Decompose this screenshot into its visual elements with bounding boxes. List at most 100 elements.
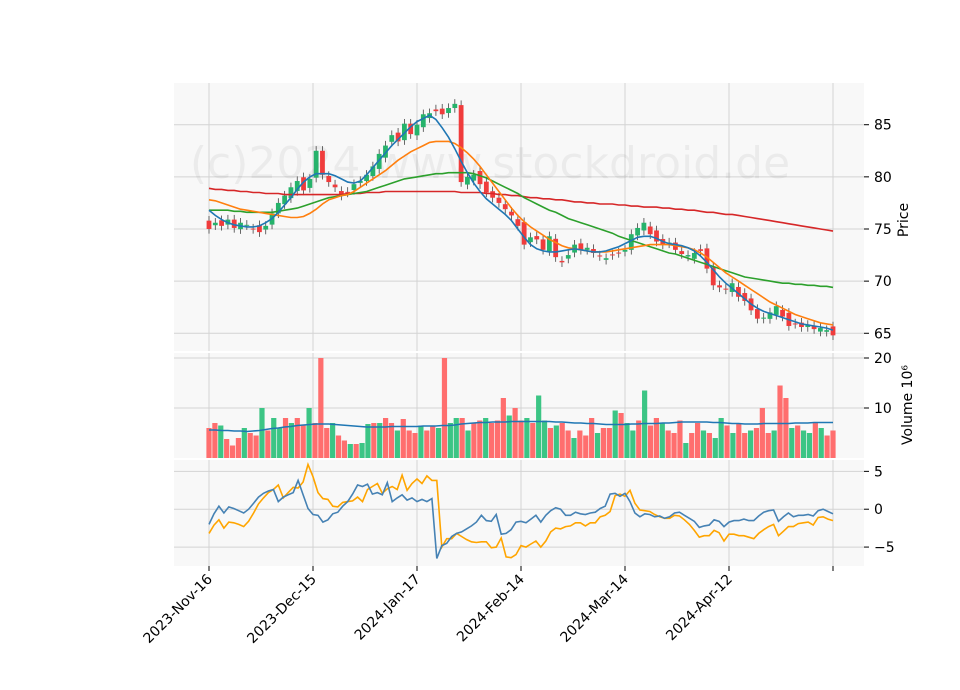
volume-bar <box>665 430 671 458</box>
volume-bar <box>324 428 330 458</box>
candle-body <box>559 260 565 263</box>
candle-body <box>496 197 502 203</box>
volume-bar <box>441 358 448 458</box>
candle-body <box>710 267 716 286</box>
candle-body <box>591 249 596 253</box>
candle-body <box>383 145 388 158</box>
candle-body <box>805 324 811 328</box>
volume-bar <box>471 423 477 458</box>
candle-body <box>773 306 779 315</box>
candle-body <box>685 255 691 257</box>
candle-body <box>263 225 269 230</box>
candle-body <box>754 309 760 319</box>
volume-tick-label: 20 <box>874 351 892 367</box>
volume-bar <box>435 428 442 458</box>
candle-body <box>761 317 767 319</box>
volume-bar <box>612 410 618 458</box>
candle-body <box>515 219 521 226</box>
volume-bar <box>271 418 277 458</box>
volume-bar <box>783 398 789 458</box>
volume-bar <box>247 433 253 458</box>
candle-body <box>307 178 313 188</box>
candle-body <box>219 220 225 226</box>
volume-bar <box>330 423 336 458</box>
volume-average-line <box>209 420 833 433</box>
volume-bar <box>830 430 836 458</box>
volume-bar <box>659 423 665 458</box>
candle-body <box>603 258 609 260</box>
candle-body <box>616 252 622 254</box>
volume-tick-label: 10 <box>874 401 892 417</box>
volume-bar <box>259 408 265 458</box>
volume-bar <box>288 423 295 458</box>
volume-bar <box>512 408 518 458</box>
price-tick-label: 70 <box>874 274 892 290</box>
volume-bar <box>671 433 677 458</box>
ma-short-line <box>208 114 834 331</box>
candle-body <box>780 309 785 317</box>
volume-bar <box>300 425 306 458</box>
volume-bar <box>795 425 801 458</box>
candle-body <box>370 166 376 177</box>
volume-bar <box>806 433 813 458</box>
volume-bar <box>630 430 636 458</box>
y-axes: 65 70 75 80 85 10 20 −5 0 5 <box>864 118 895 556</box>
volume-bar <box>647 425 654 458</box>
volume-bar <box>683 443 689 458</box>
candle-body <box>433 109 439 112</box>
volume-bar <box>606 428 612 458</box>
candle-body <box>565 255 571 259</box>
volume-bar <box>765 433 771 458</box>
candle-body <box>490 191 496 198</box>
macd-signal-line <box>208 462 834 559</box>
volume-bar <box>677 420 683 458</box>
candle-body <box>338 191 344 196</box>
volume-bar <box>624 423 630 458</box>
candle-body <box>691 252 697 259</box>
macd-tick-label: −5 <box>874 540 895 556</box>
candle-body <box>830 326 836 336</box>
x-tick-label: 2024-Apr-12 <box>663 572 736 645</box>
volume-bar <box>394 430 400 458</box>
price-tick-label: 80 <box>874 170 892 186</box>
volume-bar <box>559 423 565 458</box>
candle-body <box>578 243 584 250</box>
volume-bar <box>206 428 212 458</box>
volume-bar <box>565 430 571 458</box>
volume-bar <box>818 428 824 458</box>
candle-body <box>483 181 489 193</box>
volume-bar <box>383 418 389 458</box>
x-tick-label: 2023-Nov-16 <box>141 571 216 646</box>
volume-bar <box>377 423 383 458</box>
volume-bar <box>218 425 224 458</box>
candle-body <box>641 222 647 231</box>
ma-mid-line <box>208 140 834 326</box>
candle-body <box>609 254 615 256</box>
volume-bar <box>695 423 701 458</box>
candle-body <box>250 228 256 230</box>
volume-bar <box>424 430 430 458</box>
volume-bar <box>524 418 530 458</box>
candle-body <box>584 247 590 250</box>
candle-body <box>282 195 288 205</box>
volume-bar <box>318 358 324 458</box>
candle-body <box>439 108 445 115</box>
candle-body <box>471 174 477 181</box>
volume-bar <box>577 430 583 458</box>
volume-bar <box>706 433 712 458</box>
candle-body <box>528 237 533 243</box>
volume-bar <box>724 425 730 458</box>
candle-body <box>326 176 332 183</box>
candle-body <box>698 249 704 251</box>
volume-bar <box>224 439 230 458</box>
candle-body <box>817 328 823 332</box>
candle-body <box>357 181 363 183</box>
volume-bar <box>282 418 289 458</box>
volume-bar <box>412 433 418 458</box>
candle-body <box>275 202 281 214</box>
candle-body <box>465 176 470 185</box>
volume-bar <box>777 385 783 458</box>
candle-body <box>206 220 212 229</box>
volume-bar <box>465 430 471 458</box>
volume-bar <box>747 430 754 458</box>
